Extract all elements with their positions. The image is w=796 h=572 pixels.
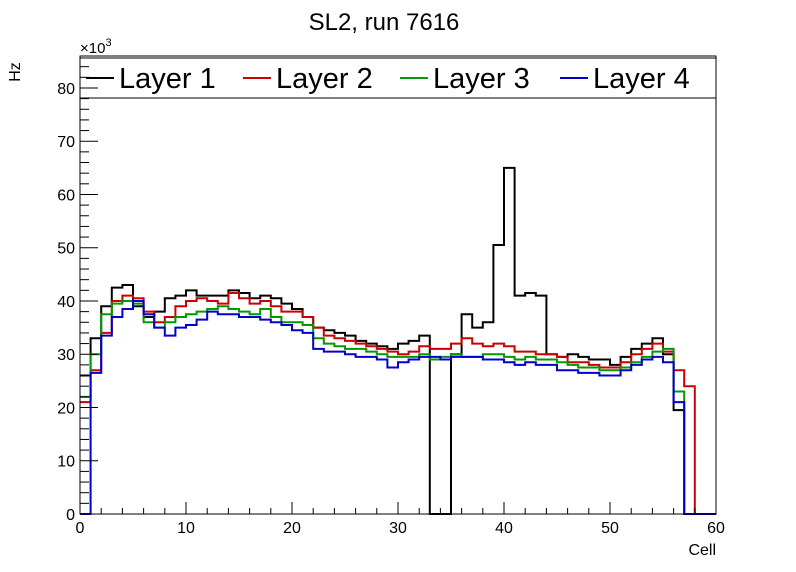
y-tick-label: 10 [57, 454, 75, 471]
y-tick-label: 20 [57, 400, 75, 417]
series-layer [80, 166, 716, 515]
legend-label: Layer 1 [119, 63, 216, 95]
y-tick-label: 40 [57, 294, 75, 311]
y-axis: 0 10 20 30 40 50 60 70 80 [57, 55, 98, 524]
y-tick-label: 60 [57, 187, 75, 204]
legend: Layer 1 Layer 2 Layer 3 Layer 4 [79, 57, 717, 99]
y-multiplier-exponent: 3 [105, 37, 111, 49]
legend-box [79, 57, 717, 99]
series-line-layer-3 [80, 299, 716, 515]
series-line-layer-4 [80, 299, 716, 515]
x-tick-label: 40 [495, 520, 513, 537]
y-axis-label: Hz [7, 62, 24, 82]
legend-label: Layer 3 [433, 63, 530, 95]
x-tick-label: 10 [177, 520, 195, 537]
series-line-layer-1 [80, 166, 716, 515]
x-axis: 0 10 20 30 40 50 60 [76, 502, 725, 537]
y-tick-label: 80 [57, 81, 75, 98]
plot-frame [79, 55, 717, 515]
x-tick-label: 30 [389, 520, 407, 537]
series-line-layer-2 [80, 291, 716, 515]
chart-title: SL2, run 7616 [309, 9, 460, 36]
x-axis-label: Cell [688, 542, 716, 559]
x-tick-label: 60 [707, 520, 725, 537]
y-tick-label: 30 [57, 347, 75, 364]
legend-entry-layer-4: Layer 4 [560, 63, 690, 95]
y-tick-label: 0 [66, 507, 75, 524]
legend-label: Layer 4 [593, 63, 690, 95]
legend-label: Layer 2 [276, 63, 373, 95]
x-tick-label: 20 [283, 520, 301, 537]
legend-entry-layer-1: Layer 1 [86, 63, 216, 95]
legend-entry-layer-2: Layer 2 [243, 63, 373, 95]
y-tick-label: 50 [57, 241, 75, 258]
x-tick-label: 50 [601, 520, 619, 537]
legend-entry-layer-3: Layer 3 [400, 63, 530, 95]
y-multiplier-base: ×10 [80, 40, 105, 57]
y-multiplier: ×103 [80, 37, 112, 57]
y-tick-label: 70 [57, 134, 75, 151]
x-tick-label: 0 [76, 520, 85, 537]
